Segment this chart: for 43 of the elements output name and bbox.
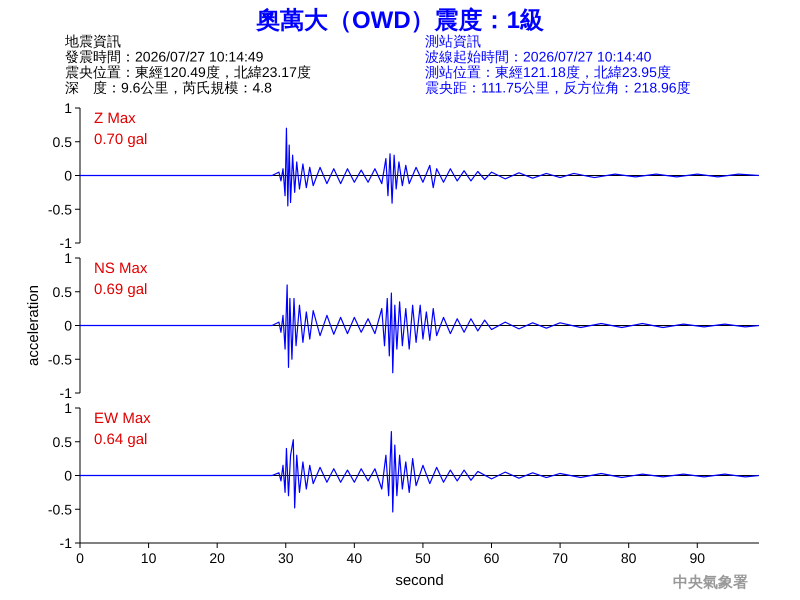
y-tick-label: -0.5: [48, 501, 72, 518]
y-tick-label: 0: [64, 468, 72, 484]
text: 測站位置：東經121.18度，北緯23.95度: [425, 64, 671, 80]
y-tick-label: 0: [64, 318, 72, 334]
y-tick-label: -1: [60, 535, 72, 551]
text: 深 度：9.6公里，芮氏規模：4.8: [65, 80, 272, 96]
y-tick-label: -1: [60, 385, 72, 401]
annotation: 0.70 gal: [94, 131, 148, 148]
chart-title: 奧萬大（OWD）震度：1級: [255, 7, 544, 34]
y-tick-label: 0.5: [52, 134, 72, 150]
x-tick-label: 30: [278, 550, 294, 566]
x-tick-label: 40: [346, 550, 362, 566]
text: 震央距：111.75公里，反方位角：218.96度: [425, 80, 691, 96]
x-tick-label: 0: [76, 550, 84, 566]
text: 地震資訊: [64, 33, 121, 49]
text: 波線起始時間：2026/07/27 10:14:40: [425, 48, 652, 64]
y-tick-label: -0.5: [48, 201, 72, 218]
annotation: EW Max: [94, 410, 152, 427]
y-tick-label: 0.5: [52, 434, 72, 450]
annotation: NS Max: [94, 260, 148, 277]
x-tick-label: 50: [415, 550, 431, 566]
annotation: 0.64 gal: [94, 431, 148, 448]
x-tick-label: 90: [689, 550, 706, 566]
annotation: 0.69 gal: [94, 281, 148, 298]
x-tick-label: 70: [552, 550, 568, 566]
text: 測站資訊: [425, 33, 481, 49]
y-tick-label: -1: [60, 235, 72, 251]
text: 震央位置：東經120.49度，北緯23.17度: [65, 64, 311, 80]
text: 中央氣象署: [673, 574, 748, 591]
x-tick-label: 20: [209, 550, 226, 566]
y-tick-label: 1: [64, 250, 72, 266]
x-tick-label: 80: [620, 550, 637, 566]
x-axis-title: second: [395, 572, 444, 589]
x-tick-label: 10: [140, 550, 157, 566]
annotation: Z Max: [94, 110, 136, 127]
y-tick-label: 1: [64, 400, 72, 416]
y-tick-label: 0.5: [52, 284, 72, 300]
text: 發震時間：2026/07/27 10:14:49: [65, 48, 264, 64]
x-tick-label: 60: [484, 550, 500, 566]
y-tick-label: 1: [64, 100, 72, 116]
y-tick-label: 0: [64, 168, 72, 184]
y-axis-title: acceleration: [25, 285, 42, 366]
y-tick-label: -0.5: [48, 351, 72, 368]
